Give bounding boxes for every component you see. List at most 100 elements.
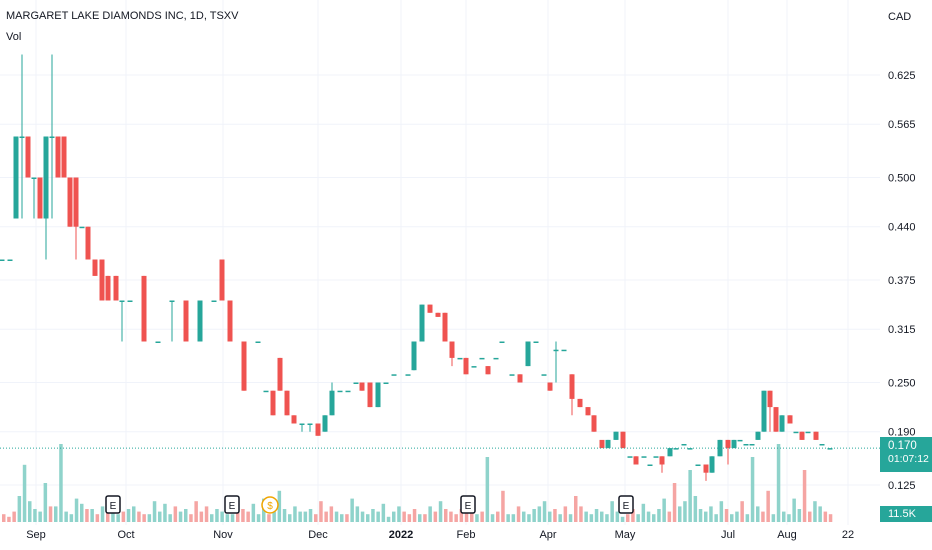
volume-bar [501,490,505,522]
volume-bar [459,509,464,522]
time-tick-label: Feb [457,529,476,541]
earnings-marker [224,495,240,514]
volume-bar [126,509,131,522]
volume-bar [158,511,162,522]
volume-bar [574,496,578,522]
candle-body [315,423,321,436]
volume-bar [594,509,599,522]
volume-bar [480,511,484,522]
candle-body [263,390,269,393]
volume-bar [246,511,250,522]
time-tick-label: Sep [26,529,46,541]
candle-body [211,300,217,302]
volume-bar [730,514,734,522]
candle-body [284,390,290,416]
volume-bar [672,483,677,522]
volume-bar [620,516,625,522]
candle-body [141,275,147,342]
volume-bar [199,511,204,522]
volume-bar [470,506,474,522]
volume-bar [308,509,313,522]
price-candles [0,54,833,481]
volume-bar [12,511,16,522]
volume-bar [766,490,770,522]
candle-body [25,136,31,178]
earnings-marker [460,495,476,514]
volume-bar [324,511,328,522]
volume-bar [813,501,817,522]
volume-bar [163,503,167,522]
volume-bar [449,511,453,522]
volume-bar [69,514,74,522]
candle-body [337,390,343,393]
candle-body [819,444,825,446]
candle-body [345,390,351,393]
time-tick-label: 2022 [389,529,413,541]
volume-bar [828,514,833,522]
volume-bar [532,509,536,522]
candle-body [359,382,365,391]
volume-bar [511,514,516,522]
volume-bar [43,483,48,522]
volume-bar [48,506,53,522]
volume-bar [350,498,354,522]
time-axis: Sep Oct Nov Dec 2022 Feb Apr May Jul Aug 22 [26,529,854,541]
volume-bar [178,511,183,522]
candle-body [773,407,779,432]
volume-bar [662,498,666,522]
volume-bar [319,501,323,522]
volume-bar [371,509,375,522]
volume-bar [277,490,282,522]
candle-body [493,357,499,360]
price-tick-label: 0.440 [888,222,916,234]
volume-bar [386,516,391,522]
volume-bar [381,503,386,522]
candle-body [67,177,73,227]
candle-body [737,439,743,442]
candle-body [653,456,659,458]
volume-bar [475,514,479,522]
volume-bar [584,511,588,522]
candle-body [599,439,605,449]
gridlines [0,0,880,525]
candle-body [105,275,111,301]
candle-body [569,374,575,399]
candle-body [113,275,119,301]
volume-bar [121,511,126,522]
volume-bar [802,470,807,522]
volume-bar [771,514,776,522]
volume-bar [433,511,438,522]
volume-bar [657,509,661,522]
volume-bar [678,506,682,522]
volume-bar [298,511,302,522]
volume-bar [522,511,526,522]
volume-bar [340,514,344,522]
price-tick-label: 0.315 [888,324,916,336]
volume-bar [147,514,152,522]
candle-body [561,349,567,352]
volume-bar [116,514,120,522]
volume-bar [745,514,750,522]
volume-bar [605,514,609,522]
candle-body [55,136,61,178]
candle-body [695,464,701,466]
volume-bar [438,501,443,522]
volume-bar [288,514,292,522]
volume-bar [407,514,412,522]
volume-bar [615,511,620,522]
candle-body [227,300,233,342]
event-markers: E E $ E E [105,495,634,514]
volume-bar [256,514,261,522]
candle-body [479,357,485,360]
volume-bar [704,511,708,522]
volume-bar [683,501,687,522]
volume-bar [17,496,22,522]
time-tick-label: May [615,529,636,541]
volume-bar [428,506,432,522]
volume-bar [85,509,89,522]
candle-body [687,448,693,450]
candle-body [411,341,417,371]
candle-body [127,300,133,302]
candle-body [99,259,105,301]
volume-bar [100,506,105,522]
